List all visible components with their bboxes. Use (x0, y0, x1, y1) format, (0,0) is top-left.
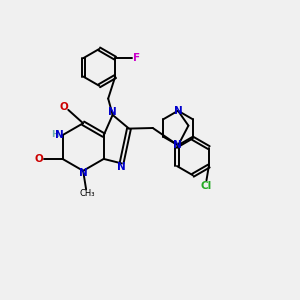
Text: N: N (79, 168, 88, 178)
Text: H: H (51, 130, 58, 139)
Text: O: O (35, 154, 44, 164)
Text: O: O (59, 103, 68, 112)
Text: Cl: Cl (201, 181, 212, 191)
Text: N: N (108, 107, 117, 117)
Text: CH₃: CH₃ (80, 190, 95, 199)
Text: N: N (55, 130, 64, 140)
Text: F: F (133, 53, 140, 63)
Text: N: N (173, 140, 182, 150)
Text: N: N (117, 162, 126, 172)
Text: N: N (174, 106, 183, 116)
